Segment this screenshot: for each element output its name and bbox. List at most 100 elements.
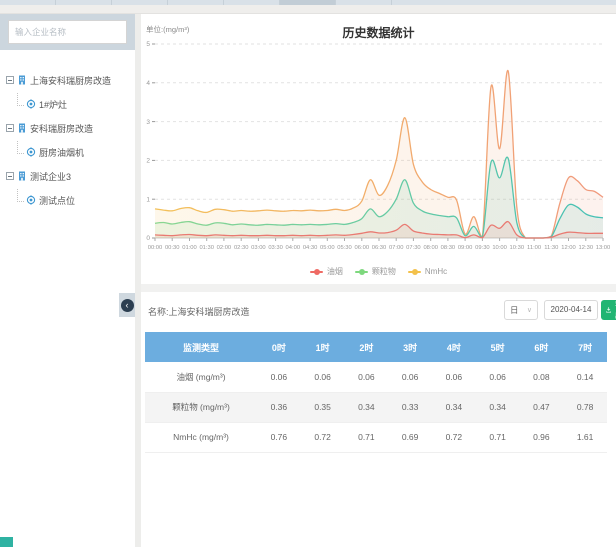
svg-text:01:00: 01:00 <box>182 245 197 251</box>
svg-text:11:00: 11:00 <box>527 245 541 251</box>
svg-text:5: 5 <box>146 41 150 48</box>
value-cell: 0.33 <box>388 392 432 423</box>
chart-unit-label: 单位:(mg/m³) <box>146 25 190 34</box>
svg-text:07:00: 07:00 <box>389 245 404 251</box>
value-cell: 0.06 <box>432 362 476 393</box>
table-header-cell: 7时 <box>563 332 607 362</box>
tree-node-company[interactable]: 测试企业3 <box>0 164 135 188</box>
tree-node-label: 安科瑞厨房改造 <box>30 123 94 134</box>
tree-node-point[interactable]: 厨房油烟机 <box>0 140 135 164</box>
svg-text:12:30: 12:30 <box>579 245 594 251</box>
period-select-value: 日 <box>510 305 519 315</box>
building-icon <box>19 123 25 133</box>
main-panel: 单位:(mg/m³) 历史数据统计 0 1 2 3 4 5 00:00 00:30 01:00 0… <box>141 14 616 547</box>
tree-node-point[interactable]: 测试点位 <box>0 188 135 212</box>
legend-label: 颗粒物 <box>371 267 396 276</box>
table-header-cell: 5时 <box>475 332 520 362</box>
collapse-expander-icon[interactable] <box>6 124 14 132</box>
browser-tab-active[interactable] <box>280 0 336 5</box>
svg-text:09:00: 09:00 <box>458 245 473 251</box>
svg-text:03:00: 03:00 <box>251 245 266 251</box>
monitor-data-table: 监测类型 0时 1时 2时 3时 4时 5时 6时 7时 油烟 (mg/m³) 0.06 0.06 0… <box>145 332 607 453</box>
tree-node-label: 测试点位 <box>39 195 76 206</box>
tree-node-point[interactable]: 1#炉灶 <box>0 92 135 116</box>
monitor-point-icon <box>26 147 36 157</box>
value-cell: 0.72 <box>432 422 476 453</box>
browser-tab[interactable] <box>336 0 392 5</box>
browser-tab[interactable] <box>224 0 280 5</box>
chevron-down-icon: ∨ <box>526 307 532 314</box>
period-select[interactable]: 日 ∨ <box>504 300 538 320</box>
table-header-cell: 1时 <box>300 332 345 362</box>
value-cell: 0.06 <box>300 362 345 393</box>
svg-text:08:30: 08:30 <box>441 245 456 251</box>
monitor-point-icon <box>26 195 36 205</box>
browser-tab[interactable] <box>56 0 112 5</box>
table-row: 油烟 (mg/m³) 0.06 0.06 0.06 0.06 0.06 0.06 0.08 0.… <box>145 362 607 393</box>
download-icon <box>606 307 612 313</box>
collapse-expander-icon[interactable] <box>6 172 14 180</box>
legend-item[interactable]: NmHc <box>407 267 447 276</box>
value-cell: 0.69 <box>388 422 432 453</box>
section-separator <box>141 284 616 292</box>
svg-text:04:00: 04:00 <box>286 245 301 251</box>
value-cell: 0.71 <box>344 422 389 453</box>
legend-line-icon <box>354 268 368 275</box>
value-cell: 0.34 <box>432 392 476 423</box>
tree-node-label: 上海安科瑞厨房改造 <box>30 75 112 86</box>
legend-item[interactable]: 油烟 <box>309 266 343 277</box>
browser-tab[interactable] <box>168 0 224 5</box>
value-cell: 0.78 <box>563 392 607 423</box>
sidebar-collapse-button[interactable]: ‹ <box>119 293 135 317</box>
table-header-cell: 2时 <box>344 332 389 362</box>
svg-text:06:00: 06:00 <box>355 245 370 251</box>
tree-node-label: 测试企业3 <box>30 171 72 182</box>
table-header-cell: 监测类型 <box>145 332 257 362</box>
svg-text:11:30: 11:30 <box>544 245 558 251</box>
tree-node-company[interactable]: 安科瑞厨房改造 <box>0 116 135 140</box>
search-input[interactable] <box>8 20 127 44</box>
value-cell: 0.14 <box>563 362 607 393</box>
value-cell: 0.34 <box>475 392 520 423</box>
table-row: 颗粒物 (mg/m³) 0.36 0.35 0.34 0.33 0.34 0.34 0.47 0… <box>145 392 607 423</box>
browser-tab-strip[interactable] <box>0 0 616 5</box>
svg-text:4: 4 <box>146 80 150 87</box>
value-cell: 0.47 <box>519 392 564 423</box>
value-cell: 0.06 <box>388 362 432 393</box>
legend-item[interactable]: 颗粒物 <box>354 266 396 277</box>
value-cell: 0.08 <box>519 362 564 393</box>
tree-node-company[interactable]: 上海安科瑞厨房改造 <box>0 68 135 92</box>
svg-text:10:30: 10:30 <box>510 245 525 251</box>
date-input[interactable]: 2020-04-14 <box>544 300 598 320</box>
value-cell: 0.72 <box>300 422 345 453</box>
chart-title: 历史数据统计 <box>342 26 415 40</box>
svg-text:06:30: 06:30 <box>372 245 387 251</box>
svg-text:09:30: 09:30 <box>475 245 490 251</box>
row-label-cell: NmHc (mg/m³) <box>145 422 257 453</box>
export-button[interactable]: 导出 <box>601 300 616 320</box>
svg-text:00:30: 00:30 <box>165 245 180 251</box>
browser-tab[interactable] <box>0 0 56 5</box>
value-cell: 0.36 <box>257 392 301 423</box>
table-header-cell: 4时 <box>432 332 476 362</box>
tree-connector <box>17 141 24 154</box>
panel-divider <box>135 14 141 547</box>
tree-node-label: 厨房油烟机 <box>39 147 85 158</box>
svg-text:05:30: 05:30 <box>337 245 352 251</box>
svg-text:01:30: 01:30 <box>199 245 214 251</box>
svg-text:13:00: 13:00 <box>596 245 611 251</box>
svg-text:12:00: 12:00 <box>561 245 576 251</box>
table-header-cell: 6时 <box>519 332 564 362</box>
svg-text:02:30: 02:30 <box>234 245 249 251</box>
collapse-expander-icon[interactable] <box>6 76 14 84</box>
svg-text:03:30: 03:30 <box>268 245 283 251</box>
browser-tab[interactable] <box>112 0 168 5</box>
value-cell: 0.34 <box>344 392 389 423</box>
status-corner-square <box>0 537 13 547</box>
legend-line-icon <box>407 268 421 275</box>
table-header-row: 监测类型 0时 1时 2时 3时 4时 5时 6时 7时 <box>145 332 607 362</box>
table-row: NmHc (mg/m³) 0.76 0.72 0.71 0.69 0.72 0.71 0.96… <box>145 422 607 453</box>
row-label-cell: 油烟 (mg/m³) <box>145 362 257 393</box>
legend-label: 油烟 <box>326 267 343 276</box>
